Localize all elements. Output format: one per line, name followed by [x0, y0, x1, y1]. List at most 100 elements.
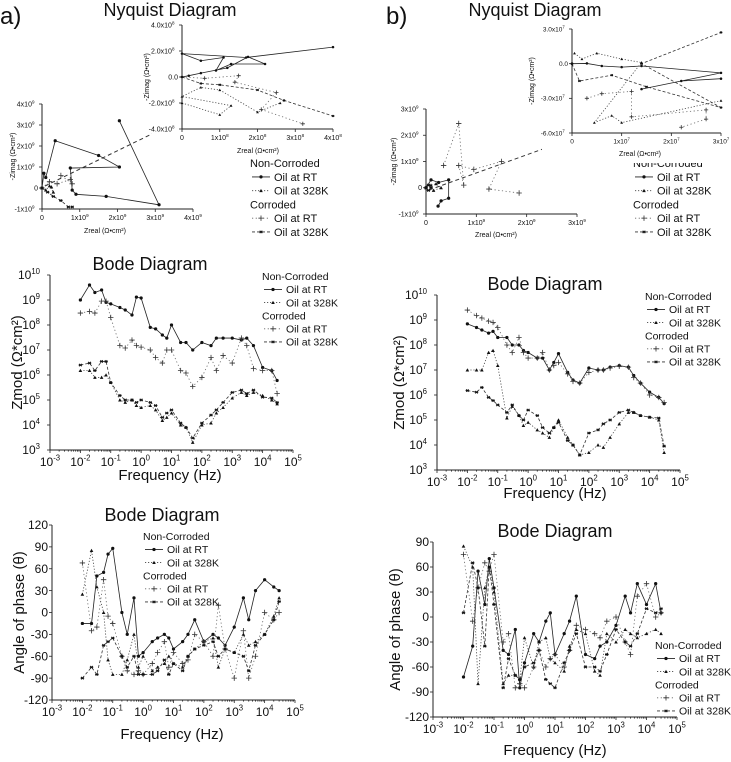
data-point-plus	[595, 367, 601, 373]
data-point-triangle	[580, 57, 584, 61]
data-point-star	[232, 651, 237, 655]
data-point-triangle	[160, 418, 165, 423]
data-point-circle	[253, 589, 258, 593]
y-tick-label: -1x109	[14, 204, 35, 213]
data-point-star	[230, 390, 235, 395]
data-point-circle	[42, 171, 46, 175]
data-point-star	[118, 394, 122, 398]
x-tick-label: 100	[134, 704, 152, 719]
series-line	[41, 120, 160, 206]
x-tick-label: 105	[284, 454, 302, 469]
legend-entry-label: Oil at 328K	[679, 666, 731, 678]
chart-title: Bode Diagram	[104, 505, 219, 525]
data-point-circle	[68, 166, 72, 170]
data-point-triangle	[51, 190, 56, 194]
data-point-star	[101, 643, 106, 647]
tick-mantissa: 60	[416, 560, 430, 574]
data-point-plus	[164, 347, 170, 353]
data-point-triangle	[178, 423, 183, 427]
data-point-circle	[97, 153, 101, 158]
tick-mantissa: 10	[22, 368, 36, 382]
x-tick-label: 103	[225, 704, 243, 719]
y-tick-label: 4x109	[17, 99, 35, 108]
legend-entry-label: Oil at RT	[669, 344, 711, 356]
x-tick-label: 4x109	[184, 213, 202, 222]
data-point-circle	[518, 686, 522, 690]
tick-exponent: 8	[264, 133, 267, 138]
x-tick-label: 100	[519, 474, 537, 489]
legend-entry-label: Oil at 328K	[274, 186, 329, 198]
tick-mantissa: 3x10	[17, 122, 32, 129]
chart-title: Bode Diagram	[487, 274, 602, 294]
data-point-circle	[245, 336, 249, 340]
tick-exponent: 7	[727, 137, 730, 142]
data-point-triangle	[654, 320, 658, 325]
data-point-plus	[179, 660, 186, 667]
tick-exponent: 7	[562, 24, 565, 29]
chart-title: Nyquist Diagram	[468, 0, 601, 20]
data-point-triangle	[537, 640, 541, 644]
data-point-plus	[656, 394, 662, 401]
data-point-circle	[605, 640, 609, 644]
data-point-plus	[586, 369, 592, 376]
data-point-plus	[259, 367, 266, 374]
data-point-triangle	[719, 99, 723, 102]
y-tick-label: 1x109	[401, 157, 419, 166]
y-tick-label: -90	[412, 685, 430, 699]
data-point-star	[647, 415, 652, 419]
data-point-circle	[44, 175, 48, 180]
data-point-star	[577, 453, 582, 457]
zoom-pointer-arrow-a	[44, 130, 159, 187]
data-point-star	[480, 385, 484, 390]
x-tick-label: 104	[254, 454, 272, 469]
tick-mantissa: 10	[22, 293, 36, 307]
tick-mantissa: 0	[424, 220, 428, 227]
data-point-circle	[191, 348, 195, 352]
data-point-triangle	[592, 669, 597, 673]
tick-exponent: 0	[146, 454, 151, 463]
chart-a-bode-phase: 10-3 10-2 10-1 100 101 102 103 104 105-120-90-60…	[11, 505, 305, 743]
y-tick-label: 60	[35, 562, 49, 576]
data-point-star	[521, 418, 526, 422]
tick-mantissa: 10	[22, 318, 36, 332]
plot-area	[40, 119, 161, 209]
data-point-plus	[88, 628, 95, 634]
data-point-star	[596, 428, 600, 432]
panel-label-b: b)	[386, 3, 407, 30]
data-point-circle	[211, 632, 215, 636]
data-point-plus	[460, 551, 467, 558]
data-point-triangle	[491, 348, 495, 352]
tick-exponent: 9	[416, 209, 419, 214]
data-point-star	[522, 665, 527, 669]
tick-exponent: 9	[32, 99, 35, 104]
data-point-star	[211, 640, 215, 644]
data-point-star	[645, 85, 648, 89]
data-point-plus	[646, 392, 653, 398]
chart-b-bode-zmod: 10-3 10-2 10-1 100 101 102 103 104 1051031041051…	[391, 274, 721, 502]
tick-mantissa: 3x10	[146, 215, 161, 222]
tick-mantissa: 10	[42, 705, 56, 719]
y-tick-label: 3x109	[17, 120, 35, 129]
data-point-circle	[506, 652, 511, 657]
chart-b-nyquist-main: 0 1x109 2x109 3x109-1x10901x1092x1093x109Ny…	[391, 0, 712, 239]
x-tick-label: 104	[256, 704, 274, 719]
data-point-plus	[599, 91, 604, 96]
data-point-circle	[80, 621, 84, 626]
data-point-triangle	[49, 185, 54, 189]
data-point-circle	[532, 632, 536, 636]
tick-mantissa: 2x10	[663, 139, 677, 146]
legend-group-label: Corroded	[645, 330, 689, 342]
data-point-plus	[679, 125, 684, 130]
tick-mantissa: 90	[416, 535, 430, 549]
x-tick-label: 101	[546, 721, 564, 736]
tick-exponent: 9	[416, 157, 419, 162]
data-point-star	[426, 183, 431, 187]
tick-exponent: 9	[32, 141, 35, 146]
data-point-triangle	[139, 405, 143, 409]
legend-entry-label: Oil at RT	[274, 213, 317, 225]
data-point-circle	[180, 52, 184, 55]
y-tick-label: 90	[35, 540, 49, 554]
data-point-plus	[509, 349, 515, 356]
data-point-star	[505, 410, 509, 415]
